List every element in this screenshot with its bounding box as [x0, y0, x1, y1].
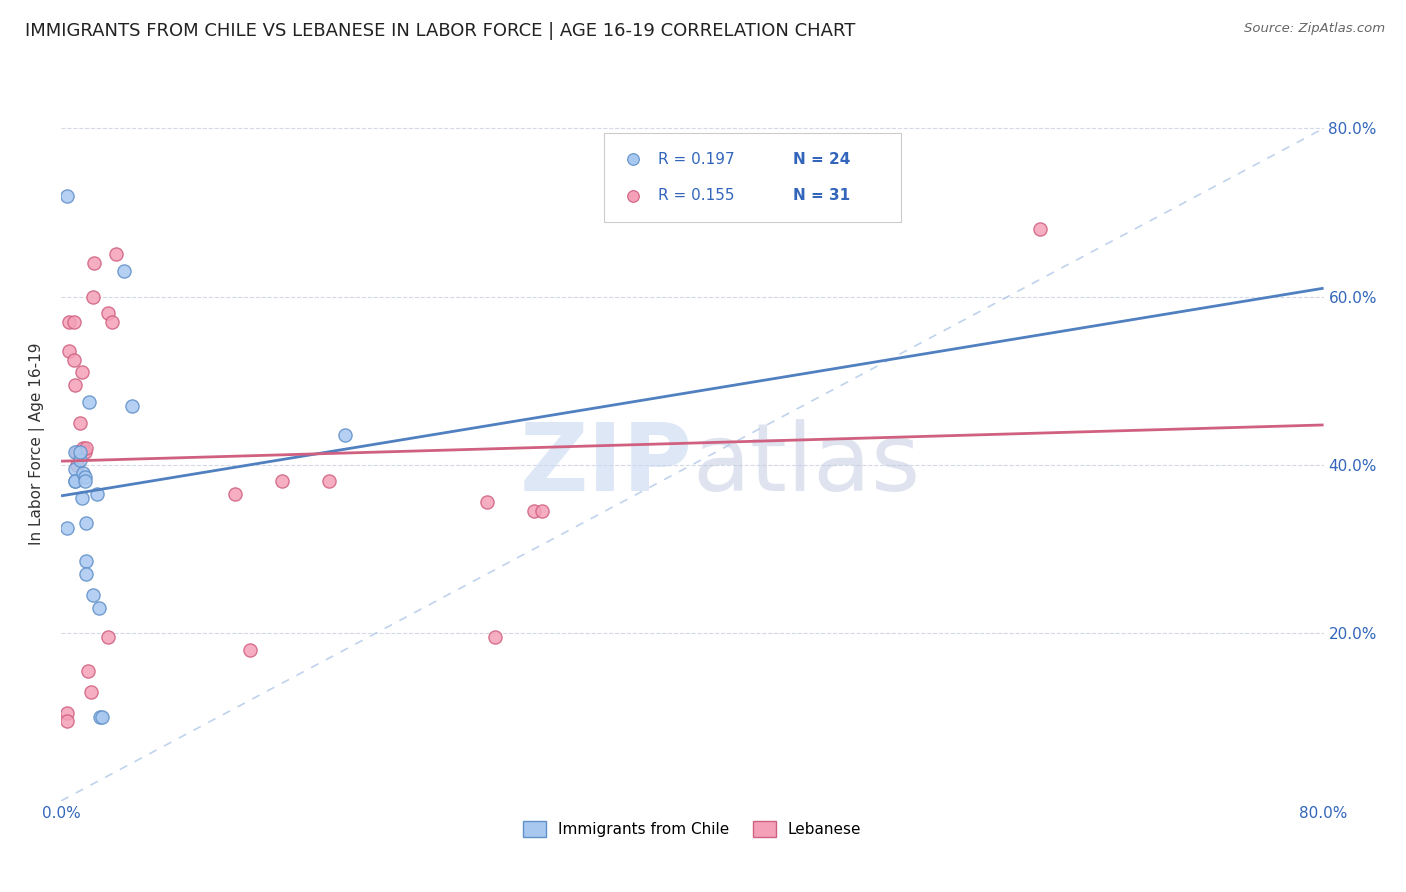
- Point: [97, 306, 120, 320]
- Point: [531, 504, 554, 518]
- Point: [65, 475, 87, 489]
- Point: [765, 81, 787, 95]
- Text: Source: ZipAtlas.com: Source: ZipAtlas.com: [1244, 22, 1385, 36]
- Point: [62, 352, 84, 367]
- Point: [105, 247, 128, 261]
- FancyBboxPatch shape: [605, 133, 901, 222]
- Point: [1028, 222, 1050, 236]
- Point: [239, 642, 262, 657]
- Text: atlas: atlas: [692, 419, 921, 511]
- Point: [69, 416, 91, 430]
- Text: IMMIGRANTS FROM CHILE VS LEBANESE IN LABOR FORCE | AGE 16-19 CORRELATION CHART: IMMIGRANTS FROM CHILE VS LEBANESE IN LAB…: [25, 22, 856, 40]
- Point: [62, 315, 84, 329]
- Point: [69, 453, 91, 467]
- Point: [56, 714, 79, 728]
- Point: [75, 516, 97, 531]
- Point: [121, 399, 143, 413]
- Text: ZIP: ZIP: [519, 419, 692, 511]
- Point: [484, 630, 506, 644]
- Point: [69, 445, 91, 459]
- Point: [86, 487, 108, 501]
- Point: [73, 445, 96, 459]
- Point: [523, 504, 546, 518]
- Point: [56, 521, 79, 535]
- Point: [765, 39, 787, 54]
- Point: [70, 365, 93, 379]
- Text: N = 31: N = 31: [793, 188, 851, 203]
- Point: [91, 710, 114, 724]
- Point: [58, 315, 80, 329]
- Point: [89, 710, 111, 724]
- Point: [72, 466, 94, 480]
- Legend: Immigrants from Chile, Lebanese: Immigrants from Chile, Lebanese: [517, 815, 868, 843]
- Point: [66, 458, 89, 472]
- Point: [112, 264, 135, 278]
- Point: [56, 188, 79, 202]
- Point: [87, 600, 110, 615]
- Point: [82, 289, 104, 303]
- Point: [65, 475, 87, 489]
- Text: R = 0.197: R = 0.197: [658, 152, 735, 167]
- Point: [475, 495, 498, 509]
- Point: [97, 630, 120, 644]
- Text: N = 24: N = 24: [793, 152, 851, 167]
- Point: [75, 441, 97, 455]
- Point: [100, 315, 122, 329]
- Point: [66, 445, 89, 459]
- Point: [76, 664, 98, 678]
- Point: [75, 566, 97, 581]
- Point: [70, 491, 93, 506]
- Point: [73, 470, 96, 484]
- Text: R = 0.155: R = 0.155: [658, 188, 735, 203]
- Point: [72, 441, 94, 455]
- Point: [73, 475, 96, 489]
- Point: [224, 487, 246, 501]
- Point: [56, 706, 79, 720]
- Point: [65, 377, 87, 392]
- Point: [65, 445, 87, 459]
- Point: [82, 588, 104, 602]
- Point: [79, 394, 101, 409]
- Point: [318, 475, 340, 489]
- Point: [333, 428, 356, 442]
- Point: [83, 256, 105, 270]
- Y-axis label: In Labor Force | Age 16-19: In Labor Force | Age 16-19: [30, 343, 45, 545]
- Point: [80, 684, 103, 698]
- Point: [58, 344, 80, 359]
- Point: [65, 462, 87, 476]
- Point: [75, 554, 97, 568]
- Point: [271, 475, 294, 489]
